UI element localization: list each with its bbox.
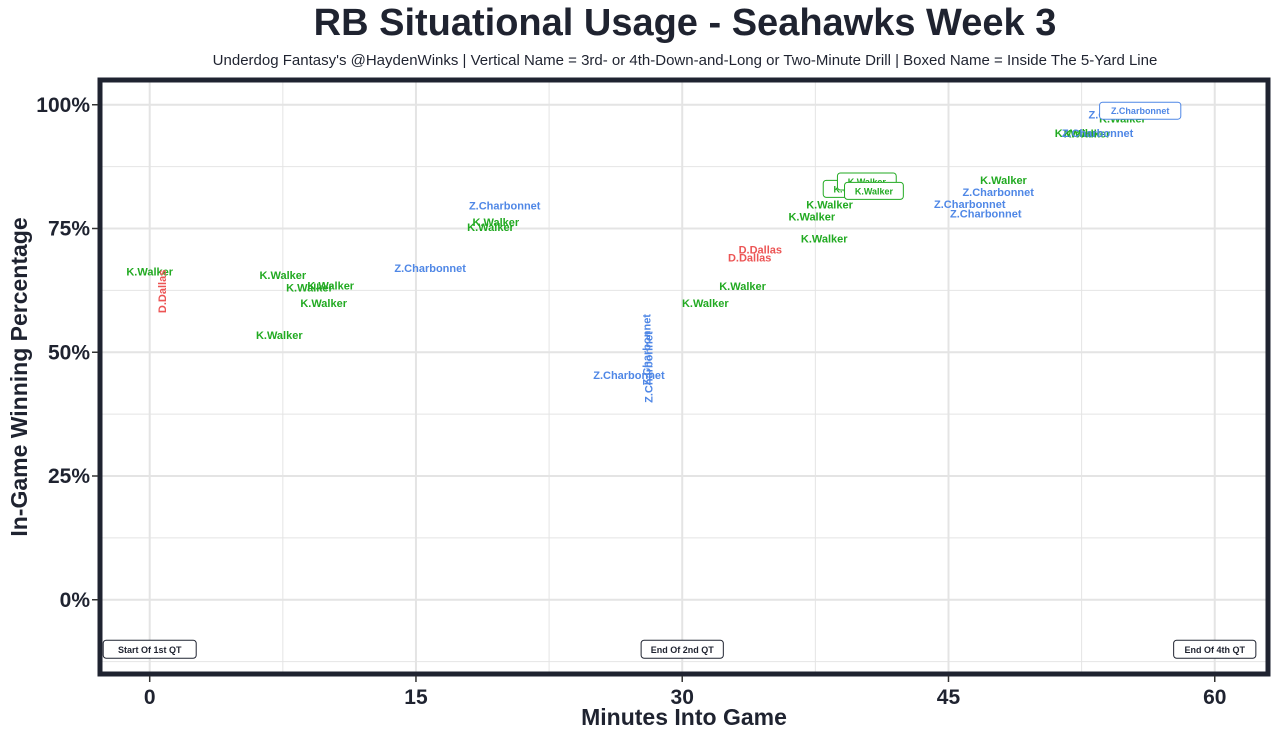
point-label: D.Dallas xyxy=(728,253,771,265)
y-tick-label: 75% xyxy=(48,218,90,241)
point-label: K.Walker xyxy=(788,212,835,224)
y-tick-label: 0% xyxy=(60,589,91,612)
annotation-label: Start Of 1st QT xyxy=(118,645,182,655)
point-label: K.Walker xyxy=(719,281,766,293)
point-label: K.Walker xyxy=(980,175,1027,187)
point-label: D.Dallas xyxy=(739,244,782,256)
y-tick-label: 50% xyxy=(48,341,90,364)
point-label: K.Walker xyxy=(1064,128,1111,140)
y-axis-label: In-Game Winning Percentage xyxy=(6,217,32,536)
point-label: Z.Charbonnet xyxy=(950,209,1022,221)
point-label: D.Dallas xyxy=(157,270,169,313)
point-label: Z.Charbonnet xyxy=(934,199,1006,211)
point-label: Z.Charbonnet xyxy=(1062,128,1134,140)
point-label: K.Walker xyxy=(467,222,514,234)
point-label: K.Walker xyxy=(307,280,354,292)
point-label: K.Walker xyxy=(801,233,848,245)
point-label: Z.Charbonnet xyxy=(593,370,665,382)
point-label: K.Walker xyxy=(806,200,853,212)
point-label: Z.Charbonnet xyxy=(962,187,1034,199)
point-label: Z.Charbonnet xyxy=(394,263,466,275)
annotation-box xyxy=(640,639,724,659)
x-tick-label: 60 xyxy=(1203,686,1226,709)
x-tick-label: 0 xyxy=(144,686,156,709)
point-label: K.Walker xyxy=(1055,128,1102,140)
boxed-point-frame xyxy=(844,181,904,200)
point-label: Z.Charbonnet xyxy=(469,201,541,213)
chart-subtitle: Underdog Fantasy's @HaydenWinks | Vertic… xyxy=(212,52,1158,69)
point-label: Z.Charbonnet xyxy=(642,314,654,386)
point-label: Z.Charbonnet xyxy=(1111,106,1170,116)
axes: 0 15 30 45 60 0% 25% 50% 75% 100% Minutes Into Gam… xyxy=(6,94,1226,730)
y-tick-label: 100% xyxy=(36,94,90,117)
point-label: K.Walker xyxy=(259,270,306,282)
point-label: Z.Charbonnet xyxy=(643,331,655,403)
annotation-label: End Of 2nd QT xyxy=(651,645,714,655)
annotation-label: End Of 4th QT xyxy=(1184,645,1245,655)
x-tick-label: 45 xyxy=(937,686,961,709)
point-label: K.Walker xyxy=(682,298,729,310)
y-tick-label: 25% xyxy=(48,465,90,488)
x-axis-label: Minutes Into Game xyxy=(581,704,787,730)
point-label: K.Walker xyxy=(300,298,347,310)
point-label: K.Walker xyxy=(473,217,520,229)
point-label: K.Walker xyxy=(286,282,333,294)
x-tick-label: 15 xyxy=(404,686,428,709)
x-tick-label: 30 xyxy=(671,686,694,709)
annotation-box xyxy=(102,639,197,659)
chart-title: RB Situational Usage - Seahawks Week 3 xyxy=(313,2,1057,44)
quarter-annotations: Start Of 1st QT End Of 2nd QT End Of 4th Q… xyxy=(102,639,1257,659)
grid-lines xyxy=(100,80,1268,674)
point-label: K.Walker xyxy=(256,330,303,342)
boxed-point-frame xyxy=(1099,101,1182,120)
point-label: K.Walker xyxy=(126,267,173,279)
annotation-box xyxy=(1173,639,1257,659)
plot-frame xyxy=(97,77,1271,677)
point-label: K.Walker xyxy=(855,186,894,196)
